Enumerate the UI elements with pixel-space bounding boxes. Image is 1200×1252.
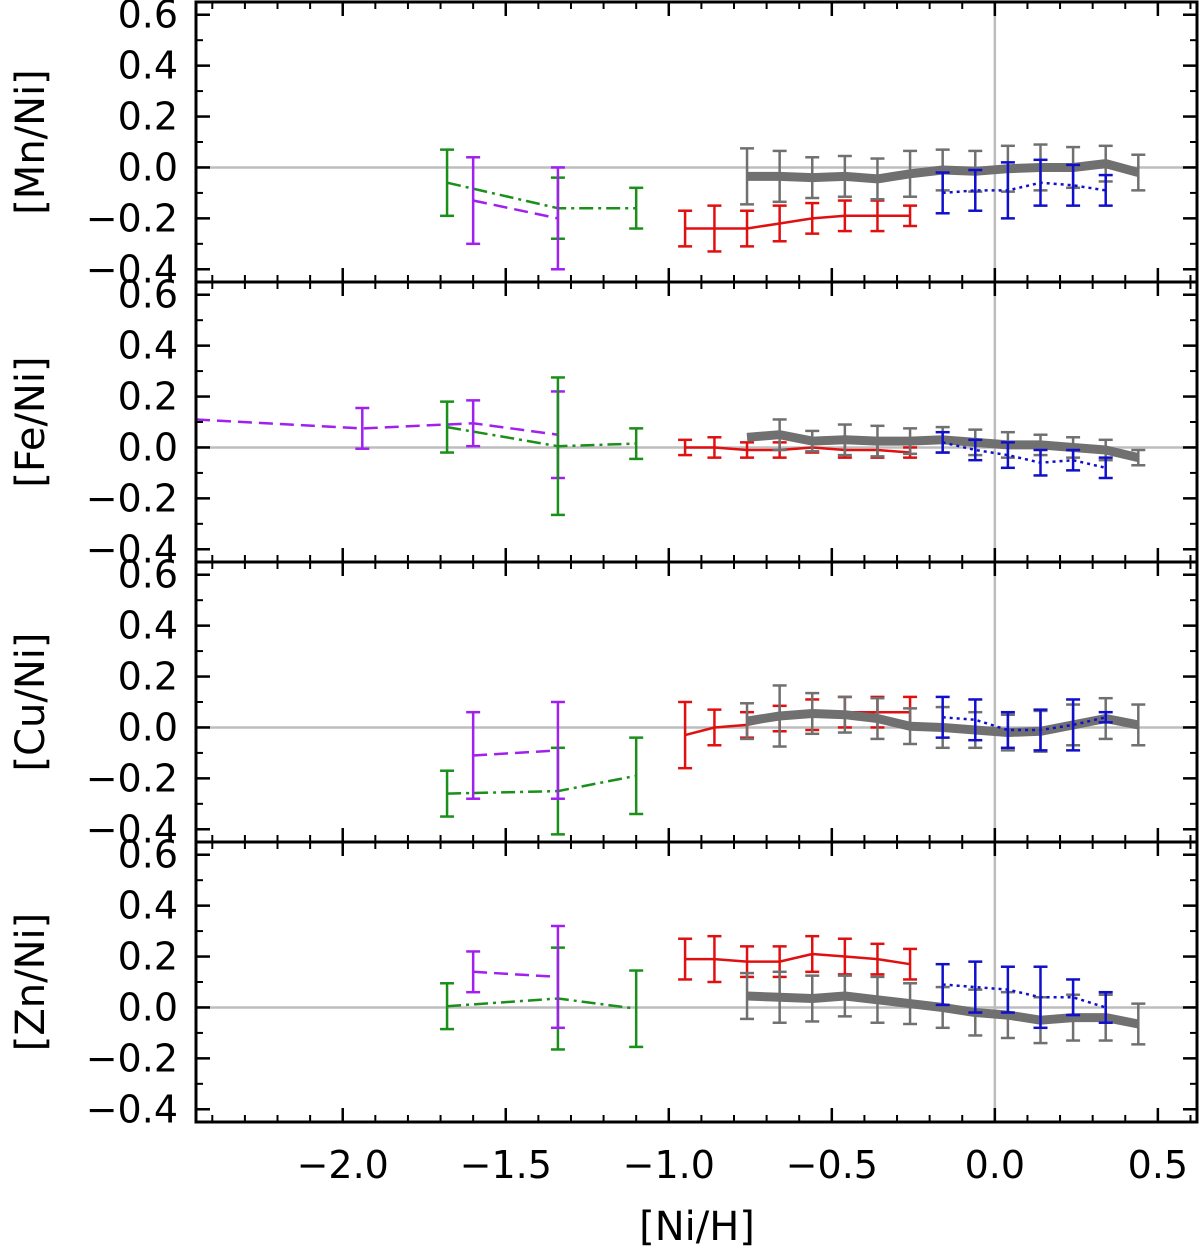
y-tick-label: 0.2 bbox=[118, 375, 178, 419]
series-line-purple bbox=[196, 418, 559, 436]
y-tick-label: 0.0 bbox=[118, 705, 178, 749]
y-tick-label: 0.6 bbox=[118, 273, 178, 317]
y-tick-label: 0.4 bbox=[118, 604, 178, 648]
panel-frame bbox=[194, 280, 1199, 564]
series-group bbox=[440, 684, 1146, 836]
y-tick-label: −0.2 bbox=[86, 756, 178, 800]
series-line-red bbox=[685, 214, 911, 230]
series-group bbox=[440, 924, 1146, 1051]
x-tick-label: −0.5 bbox=[786, 1143, 878, 1187]
x-tick-labels: −2.0 −1.5 −1.0 −0.5 0.0 0.5 bbox=[297, 1143, 1189, 1187]
y-tick-label: 0.2 bbox=[118, 95, 178, 139]
series-line-purple bbox=[472, 199, 559, 220]
x-tick-label: −2.0 bbox=[297, 1143, 389, 1187]
y-tick-label: 0.0 bbox=[118, 145, 178, 189]
y-tick-label: 0.4 bbox=[118, 324, 178, 368]
panel-frame bbox=[194, 0, 1199, 284]
panel-frame bbox=[194, 560, 1199, 844]
y-tick-label: 0.2 bbox=[118, 935, 178, 979]
x-tick-label: −1.0 bbox=[623, 1143, 715, 1187]
series-group bbox=[196, 376, 1146, 517]
y-axis-label: [Mn/Ni] bbox=[8, 69, 54, 215]
y-axis-label: [Zn/Ni] bbox=[8, 913, 54, 1051]
panel-cuni: 0.6 0.4 0.2 0.0 −0.2 −0.4 [Cu/Ni] bbox=[8, 553, 1199, 851]
series-line-purple bbox=[473, 970, 558, 979]
y-tick-label: 0.6 bbox=[118, 833, 178, 877]
y-tick-label: 0.0 bbox=[118, 985, 178, 1029]
panel-mnni: 0.6 0.4 0.2 0.0 −0.2 −0.4 [Mn/Ni] bbox=[8, 0, 1199, 291]
series-line-green bbox=[446, 425, 637, 448]
series-group bbox=[440, 143, 1146, 271]
panel-frame bbox=[194, 840, 1199, 1124]
x-tick-label: 0.0 bbox=[965, 1143, 1025, 1187]
y-axis-label: [Fe/Ni] bbox=[8, 356, 54, 487]
series-line-purple bbox=[473, 749, 558, 757]
panel-znni: 0.6 0.4 0.2 0.0 −0.2 −0.4 [Zn/Ni] bbox=[8, 833, 1199, 1131]
y-axis-label: [Cu/Ni] bbox=[8, 632, 54, 771]
y-tick-label: −0.2 bbox=[86, 196, 178, 240]
series-line-red bbox=[685, 952, 911, 966]
series-line-green bbox=[447, 774, 637, 795]
y-tick-label: 0.6 bbox=[118, 0, 178, 37]
panels-layer: 0.60.40.20.0−0.2−0.4[Mn/Ni]0.60.40.20.0−… bbox=[8, 0, 1199, 1187]
y-tick-label: −0.4 bbox=[86, 1087, 178, 1131]
y-tick-label: 0.2 bbox=[118, 655, 178, 699]
y-tick-label: −0.2 bbox=[86, 476, 178, 520]
series-line-blue bbox=[942, 983, 1107, 1009]
y-tick-label: 0.0 bbox=[118, 425, 178, 469]
x-axis-label: [Ni/H] bbox=[639, 1204, 755, 1250]
y-tick-label: −0.2 bbox=[86, 1036, 178, 1080]
x-tick-label: 0.5 bbox=[1128, 1143, 1188, 1187]
y-tick-label: 0.6 bbox=[118, 553, 178, 597]
y-tick-label: 0.4 bbox=[118, 884, 178, 928]
y-tick-label: 0.4 bbox=[118, 44, 178, 88]
y-tick-label: −0.4 bbox=[86, 247, 178, 291]
y-tick-label: −0.4 bbox=[86, 807, 178, 851]
series-line-green bbox=[446, 181, 637, 210]
y-tick-label: −0.4 bbox=[86, 527, 178, 571]
series-line-red bbox=[685, 446, 911, 454]
panel-feni: 0.6 0.4 0.2 0.0 −0.2 −0.4 [Fe/Ni] bbox=[8, 273, 1199, 571]
x-tick-label: −1.5 bbox=[460, 1143, 552, 1187]
series-line-blue bbox=[942, 181, 1106, 195]
